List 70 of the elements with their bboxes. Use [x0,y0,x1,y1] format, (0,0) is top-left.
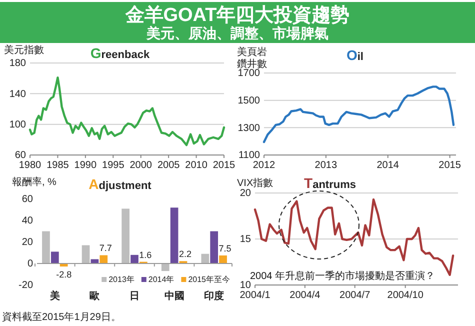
bar [170,208,178,264]
x-tick-label: 美 [48,290,60,302]
text: 金羊GOAT年四大投資趨勢 [124,4,350,26]
bar [201,254,210,264]
legend-label: 2015年至今 [188,275,230,284]
x-tick-label: 1990 [74,160,97,172]
data-label: -2.8 [56,270,72,280]
y-tick-label: 1500 [238,96,260,107]
data-label: 1.6 [139,250,152,260]
y-tick-label: 1100 [238,150,260,162]
x-tick-label: 2014 [376,160,400,172]
data-label: 7.5 [218,243,232,254]
chart-title: Oil [346,47,364,63]
bar [161,264,170,272]
x-tick-label: 1980 [18,160,42,172]
y-axis-title: 美元指數 [4,44,44,56]
bar [42,231,50,264]
x-tick-label: 印度 [204,290,224,302]
x-tick-label: 2015 [438,160,462,172]
y-tick-label: 60 [14,150,26,162]
x-tick-label: 2012 [252,160,276,172]
line-series [262,86,455,144]
y-tick-label: 20 [240,188,252,200]
x-tick-label: 2005 [157,160,180,172]
bar [122,208,130,264]
bar [130,254,138,264]
bar [82,245,90,264]
x-tick-label: 中國 [164,290,184,302]
x-tick-label: 1995 [102,160,125,172]
y-tick-label: 100 [9,120,26,131]
bar [50,252,59,264]
data-label: 7.7 [99,243,112,254]
y-tick-label: 140 [9,88,26,100]
x-tick-label: 2010 [185,160,208,172]
x-tick-label: 2000 [130,160,152,172]
legend-label: 2013年 [108,275,134,284]
x-tick-label: 2004/1 [240,290,271,302]
y-tick-label: 10 [240,280,252,292]
x-tick-label: 日 [130,291,140,302]
y-tick-label: 180 [9,58,26,70]
y-tick-label: 1700 [238,68,260,80]
chart-title: Adjustment [88,176,152,192]
y-tick-label: 60 [22,194,34,206]
x-tick-label: 1985 [46,160,70,172]
y-tick-label: 1300 [238,122,260,134]
y-tick-label: 20 [22,237,34,248]
line-series [28,76,226,146]
legend-label: 2014年 [148,275,174,284]
x-tick-label: 歐 [90,290,101,302]
text: 資料截至2015年1月29日。 [2,311,121,323]
x-tick-label: 2004/7 [340,290,371,302]
text: 美元、原油、調整、市場脾氣 [146,25,328,41]
y-tick-label: 40 [22,216,34,227]
y-tick-label: -20 [18,280,34,292]
bar [210,231,218,264]
x-tick-label: 2004/10 [387,290,424,302]
bar [100,255,108,264]
y-axis-title: 美頁岩鑽井數 [237,46,267,70]
y-tick-label: 0 [27,258,34,270]
y-tick-label: 15 [240,234,252,246]
x-tick-label: 2004/4 [290,290,321,302]
y-axis-title: VIX指數 [237,177,274,189]
x-tick-label: 2013 [314,160,338,172]
x-tick-label: 2015 [212,160,236,172]
annotation: 2004 年升息前一季的市場擾動是否重演？ [250,270,436,282]
bar [219,255,227,264]
chart-title: Tantrums [304,175,356,191]
y-axis-title: 報酬率, % [12,176,57,188]
chart-title: Greenback [90,45,150,61]
data-label: 2.2 [178,249,192,260]
